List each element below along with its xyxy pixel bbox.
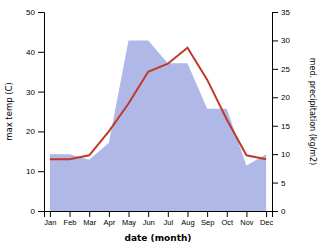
tick: Sep bbox=[201, 211, 214, 227]
tick-label: 30 bbox=[26, 88, 35, 97]
axis-line bbox=[45, 212, 273, 218]
tick-label: 5 bbox=[281, 179, 286, 188]
tick-mark bbox=[38, 92, 44, 93]
tick-mark bbox=[272, 154, 278, 155]
tick-mark bbox=[129, 211, 130, 217]
tick-mark bbox=[266, 211, 267, 217]
tick: Aug bbox=[181, 211, 194, 227]
tick: 20 bbox=[26, 127, 44, 136]
line bbox=[50, 48, 266, 159]
tick: 35 bbox=[272, 8, 290, 17]
tick-mark bbox=[272, 183, 278, 184]
area bbox=[50, 40, 266, 211]
tick-label: 20 bbox=[281, 93, 290, 102]
tick-mark bbox=[38, 211, 44, 212]
y2-axis-title: med. precipitation (kg/m2) bbox=[308, 58, 317, 165]
tick-label: Sep bbox=[201, 218, 214, 227]
tick: 10 bbox=[26, 167, 44, 176]
tick-mark bbox=[148, 211, 149, 217]
plot-area bbox=[50, 40, 266, 211]
tick-label: 40 bbox=[26, 48, 35, 57]
tick: Mar bbox=[83, 211, 96, 227]
tick-mark bbox=[272, 12, 278, 13]
tick-mark bbox=[272, 211, 278, 212]
tick-label: 10 bbox=[26, 167, 35, 176]
tick: 30 bbox=[272, 36, 290, 45]
tick-mark bbox=[50, 211, 51, 217]
tick-label: Nov bbox=[240, 218, 254, 227]
tick: 15 bbox=[272, 122, 290, 131]
tick-mark bbox=[272, 69, 278, 70]
tick: Feb bbox=[64, 211, 77, 227]
tick: 40 bbox=[26, 48, 44, 57]
tick: 20 bbox=[272, 93, 290, 102]
x-axis-title: date (month) bbox=[125, 233, 192, 243]
tick: 0 bbox=[31, 207, 44, 216]
tick-mark bbox=[38, 12, 44, 13]
tick-label: 15 bbox=[281, 122, 290, 131]
tick: Jul bbox=[164, 211, 174, 227]
tick: Nov bbox=[240, 211, 254, 227]
tick-label: Jul bbox=[164, 218, 174, 227]
tick: Apr bbox=[104, 211, 116, 227]
tick: 5 bbox=[272, 179, 286, 188]
tick-mark bbox=[272, 126, 278, 127]
chart: Jan Feb Mar Apr May Jun Jul Aug Sep Oct Nov Dec 0 10 2… bbox=[0, 0, 318, 247]
tick-mark bbox=[207, 211, 208, 217]
tick-mark bbox=[227, 211, 228, 217]
tick-mark bbox=[168, 211, 169, 217]
tick-label: Feb bbox=[64, 218, 77, 227]
tick: Jun bbox=[143, 211, 155, 227]
tick: Oct bbox=[221, 211, 234, 227]
tick-mark bbox=[246, 211, 247, 217]
tick: 50 bbox=[26, 8, 44, 17]
tick-label: Dec bbox=[260, 218, 274, 227]
tick-label: 35 bbox=[281, 8, 290, 17]
tick: 25 bbox=[272, 65, 290, 74]
tick: May bbox=[122, 211, 136, 227]
tick-label: 25 bbox=[281, 65, 290, 74]
tick-label: 0 bbox=[31, 207, 36, 216]
tick-label: May bbox=[122, 218, 136, 227]
tick: 0 bbox=[272, 207, 286, 216]
tick-mark bbox=[38, 171, 44, 172]
tick-label: Jun bbox=[143, 218, 155, 227]
tick-label: Jan bbox=[44, 218, 56, 227]
tick: Dec bbox=[260, 211, 274, 227]
axis: 0 5 10 15 20 25 30 35 bbox=[272, 8, 290, 216]
axis: Jan Feb Mar Apr May Jun Jul Aug Sep Oct Nov Dec bbox=[44, 211, 273, 227]
axis: 0 10 20 30 40 50 bbox=[26, 8, 44, 216]
tick-mark bbox=[272, 40, 278, 41]
axis-line bbox=[273, 13, 279, 212]
tick-mark bbox=[38, 131, 44, 132]
tick-mark bbox=[70, 211, 71, 217]
tick: 10 bbox=[272, 150, 290, 159]
tick-mark bbox=[89, 211, 90, 217]
tick-label: 50 bbox=[26, 8, 35, 17]
tick-label: Mar bbox=[83, 218, 96, 227]
tick-label: Aug bbox=[181, 218, 194, 227]
tick-label: 10 bbox=[281, 150, 290, 159]
tick: Jan bbox=[44, 211, 56, 227]
y-axis-title: max temp (C) bbox=[4, 82, 14, 141]
tick-label: 30 bbox=[281, 36, 290, 45]
tick-mark bbox=[38, 52, 44, 53]
tick-label: 0 bbox=[281, 207, 286, 216]
tick-mark bbox=[187, 211, 188, 217]
tick-mark bbox=[272, 97, 278, 98]
tick-label: Oct bbox=[221, 218, 234, 227]
tick-label: 20 bbox=[26, 127, 35, 136]
axis-line bbox=[38, 13, 45, 212]
tick-label: Apr bbox=[104, 218, 116, 227]
tick-mark bbox=[109, 211, 110, 217]
tick: 30 bbox=[26, 88, 44, 97]
